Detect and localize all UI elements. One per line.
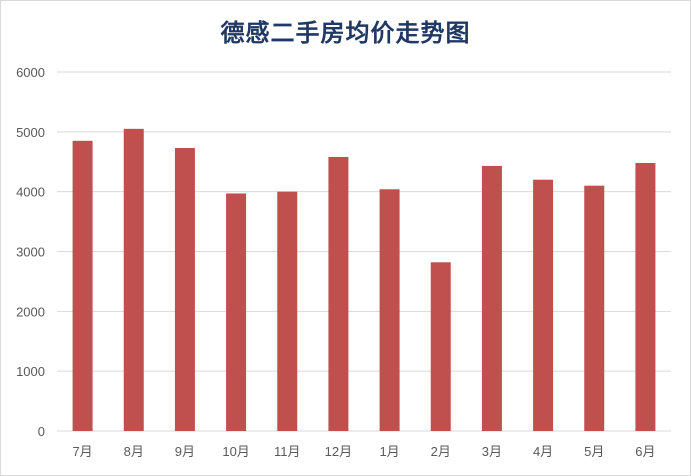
y-tick-label: 2000 (16, 304, 45, 319)
x-tick-label: 3月 (482, 444, 502, 459)
bar (635, 162, 656, 432)
y-tick-label: 1000 (16, 364, 45, 379)
bar (328, 156, 349, 432)
gridlines (57, 71, 671, 432)
y-tick-label: 0 (38, 424, 45, 439)
bar (174, 147, 195, 431)
bar (277, 191, 298, 431)
bar (379, 189, 400, 431)
y-tick-label: 5000 (16, 125, 45, 140)
chart-title: 德感二手房均价走势图 (220, 18, 471, 47)
x-tick-label: 12月 (325, 444, 352, 459)
x-tick-label: 8月 (124, 444, 144, 459)
y-tick-label: 3000 (16, 245, 45, 260)
x-tick-label: 6月 (635, 444, 655, 459)
x-tick-label: 1月 (379, 444, 399, 459)
x-tick-label: 2月 (431, 444, 451, 459)
bar (533, 179, 554, 431)
bar (481, 165, 502, 431)
bar (226, 193, 247, 431)
y-tick-label: 6000 (16, 65, 45, 80)
x-tick-label: 9月 (175, 444, 195, 459)
x-tick-label: 11月 (274, 444, 301, 459)
x-tick-label: 4月 (533, 444, 553, 459)
y-tick-label: 4000 (16, 185, 45, 200)
bar (430, 262, 451, 431)
x-tick-label: 7月 (72, 444, 92, 459)
x-tick-label: 10月 (222, 444, 249, 459)
y-axis-ticks: 0 1000 2000 3000 4000 5000 6000 (16, 65, 45, 439)
x-tick-label: 5月 (584, 444, 604, 459)
bars (72, 128, 656, 432)
bar (72, 140, 93, 431)
bar (584, 185, 605, 431)
x-axis-ticks: 7月 8月 9月 10月 11月 12月 1月 2月 3月 4月 5月 6月 (72, 444, 655, 459)
bar (123, 128, 144, 431)
